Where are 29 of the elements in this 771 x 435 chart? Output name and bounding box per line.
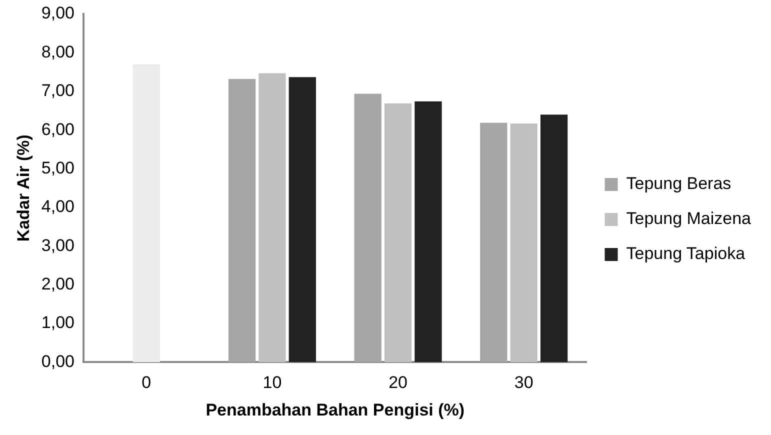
y-tick-label: 4,00 bbox=[41, 197, 74, 216]
bar bbox=[480, 122, 508, 362]
bar bbox=[384, 103, 412, 362]
bar bbox=[414, 101, 442, 362]
y-tick-label: 7,00 bbox=[41, 81, 74, 100]
y-axis-title: Kadar Air (%) bbox=[14, 134, 33, 242]
y-tick-label: 9,00 bbox=[41, 4, 74, 23]
bar bbox=[288, 77, 316, 362]
legend-label: Tepung Maizena bbox=[626, 209, 752, 228]
x-tick-label: 10 bbox=[262, 373, 282, 392]
y-tick-label: 8,00 bbox=[41, 42, 74, 62]
y-tick-label: 3,00 bbox=[41, 236, 74, 255]
y-tick-label: 2,00 bbox=[41, 274, 74, 294]
bar bbox=[354, 94, 382, 362]
bar bbox=[510, 123, 538, 362]
legend-label: Tepung Beras bbox=[626, 174, 732, 194]
x-axis-title: Penambahan Bahan Pengisi (%) bbox=[206, 400, 465, 420]
y-tick-label: 6,00 bbox=[41, 120, 74, 139]
x-tick-label: 20 bbox=[388, 373, 408, 392]
y-tick-label: 1,00 bbox=[41, 313, 74, 332]
x-tick-label: 0 bbox=[142, 373, 152, 392]
legend-label: Tepung Tapioka bbox=[626, 244, 746, 264]
bar bbox=[132, 64, 160, 362]
bar bbox=[258, 73, 286, 362]
y-tick-label: 5,00 bbox=[41, 158, 74, 178]
bar bbox=[228, 79, 256, 362]
bar bbox=[540, 114, 568, 362]
y-tick-label: 0,00 bbox=[41, 352, 74, 371]
x-tick-label: 30 bbox=[514, 373, 534, 392]
